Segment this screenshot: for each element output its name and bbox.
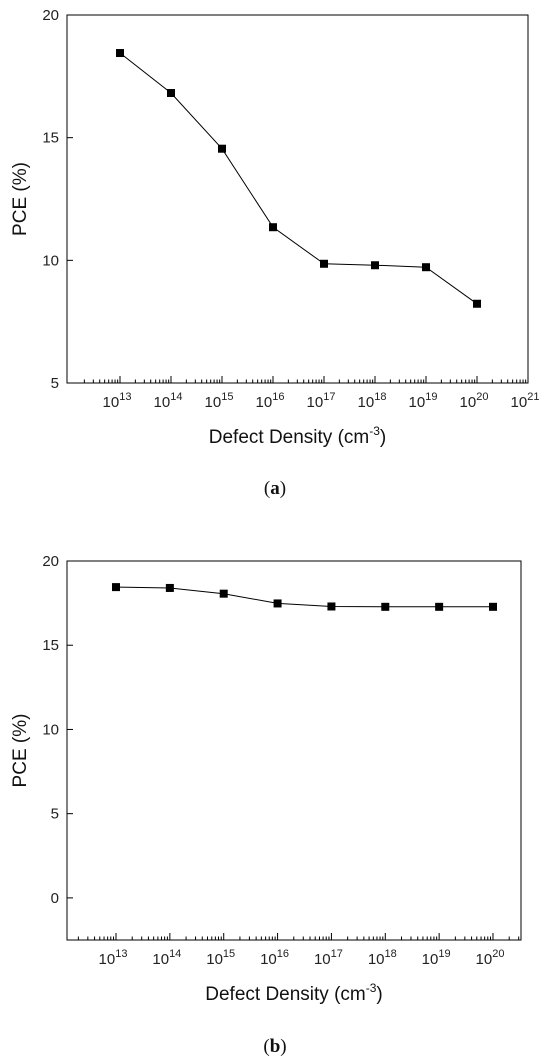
x-tick-label: 1013 xyxy=(103,391,132,411)
data-point xyxy=(371,261,379,270)
data-point xyxy=(320,259,328,268)
data-point xyxy=(422,263,430,272)
series-line xyxy=(115,586,493,608)
x-tick-label: 1019 xyxy=(409,391,438,411)
y-tick-label: 15 xyxy=(42,130,59,147)
y-tick-label: 10 xyxy=(42,252,59,269)
data-point xyxy=(112,583,120,592)
data-point xyxy=(435,602,444,611)
y-tick-label: 20 xyxy=(42,7,59,24)
y-tick-label: 5 xyxy=(51,806,59,823)
data-point xyxy=(381,602,390,611)
data-point xyxy=(473,299,481,308)
x-tick-label: 1013 xyxy=(99,948,128,968)
x-tick-label: 1015 xyxy=(205,391,234,411)
data-point xyxy=(269,223,277,232)
series-line xyxy=(119,52,478,305)
x-tick-label: 1017 xyxy=(314,948,343,968)
x-axis-title: Defect Density (cm-3) xyxy=(209,424,386,448)
x-tick-label: 1016 xyxy=(256,391,285,411)
data-point xyxy=(219,589,228,598)
data-point xyxy=(167,89,175,98)
y-tick-label: 15 xyxy=(42,637,59,654)
y-tick-label: 20 xyxy=(42,553,59,570)
x-tick-label: 1018 xyxy=(368,948,397,968)
data-point xyxy=(327,602,336,611)
y-axis-title: PCE (%) xyxy=(10,162,31,236)
x-tick-label: 1020 xyxy=(476,948,505,968)
plot-frame xyxy=(66,560,522,941)
y-tick-label: 0 xyxy=(51,890,59,907)
panel-caption: (a) xyxy=(264,478,286,499)
x-tick-label: 1020 xyxy=(460,391,489,411)
y-tick-label: 5 xyxy=(51,375,59,392)
x-tick-label: 1015 xyxy=(206,948,235,968)
x-tick-label: 1018 xyxy=(358,391,387,411)
x-tick-label: 1014 xyxy=(154,391,183,411)
x-tick-label: 1017 xyxy=(307,391,336,411)
x-tick-label: 1016 xyxy=(260,948,289,968)
x-tick-label: 1019 xyxy=(422,948,451,968)
data-point xyxy=(489,602,497,611)
panel-caption: (b) xyxy=(263,1036,286,1057)
data-point xyxy=(116,49,124,58)
x-tick-label: 1021 xyxy=(511,391,540,411)
data-point xyxy=(218,144,226,153)
data-point xyxy=(165,583,174,592)
plot-frame xyxy=(66,14,529,384)
data-point xyxy=(273,599,282,608)
x-tick-label: 1014 xyxy=(152,948,181,968)
x-axis-title: Defect Density (cm-3) xyxy=(205,981,382,1005)
y-tick-label: 10 xyxy=(42,721,59,738)
y-axis-title: PCE (%) xyxy=(10,714,31,788)
